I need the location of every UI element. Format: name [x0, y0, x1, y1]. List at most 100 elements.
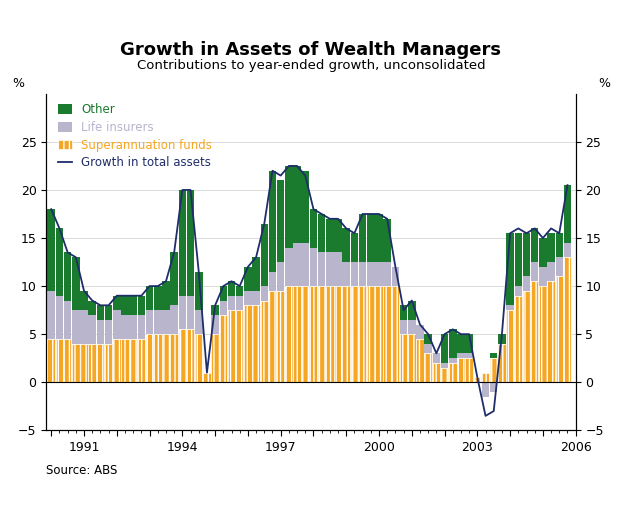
Bar	[121, 315, 129, 339]
Bar	[137, 296, 145, 315]
Bar	[473, 377, 481, 382]
Bar	[318, 214, 325, 252]
Bar	[261, 224, 268, 286]
Bar	[531, 281, 539, 382]
Bar	[64, 339, 72, 382]
Bar	[310, 286, 317, 382]
Bar	[277, 262, 284, 291]
Bar	[129, 296, 137, 315]
Bar	[375, 262, 383, 286]
Bar	[88, 301, 96, 315]
Bar	[236, 296, 243, 310]
Bar	[482, 373, 490, 382]
Bar	[392, 267, 399, 286]
Bar	[514, 286, 522, 296]
Bar	[187, 296, 194, 330]
Bar	[343, 286, 350, 382]
Bar	[416, 339, 424, 382]
Bar	[343, 228, 350, 262]
Bar	[539, 286, 547, 382]
Bar	[564, 257, 571, 382]
Bar	[547, 281, 555, 382]
Bar	[64, 301, 72, 339]
Bar	[351, 233, 358, 262]
Bar	[269, 271, 276, 291]
Text: %: %	[598, 77, 610, 90]
Bar	[408, 320, 415, 334]
Bar	[310, 209, 317, 248]
Bar	[88, 344, 96, 382]
Bar	[244, 267, 252, 291]
Bar	[302, 171, 309, 243]
Bar	[80, 310, 88, 344]
Bar	[334, 252, 342, 286]
Bar	[220, 301, 227, 315]
Bar	[72, 344, 80, 382]
Bar	[400, 305, 407, 320]
Bar	[343, 262, 350, 286]
Bar	[129, 315, 137, 339]
Bar	[310, 248, 317, 286]
Bar	[47, 209, 55, 291]
Bar	[277, 291, 284, 382]
Bar	[457, 358, 465, 382]
Bar	[326, 219, 333, 252]
Bar	[490, 353, 498, 358]
Bar	[72, 257, 80, 310]
Bar	[318, 252, 325, 286]
Bar	[80, 291, 88, 310]
Bar	[432, 363, 440, 382]
Bar	[244, 305, 252, 382]
Bar	[465, 353, 473, 358]
Bar	[441, 363, 448, 368]
Bar	[220, 286, 227, 301]
Bar	[179, 190, 186, 296]
Bar	[211, 315, 219, 334]
Bar	[441, 368, 448, 382]
Bar	[261, 286, 268, 301]
Bar	[211, 334, 219, 382]
Bar	[253, 305, 260, 382]
Bar	[302, 286, 309, 382]
Bar	[482, 382, 490, 397]
Bar	[146, 310, 154, 334]
Bar	[367, 286, 374, 382]
Bar	[244, 291, 252, 305]
Bar	[277, 180, 284, 262]
Bar	[359, 214, 366, 262]
Text: Contributions to year-ended growth, unconsolidated: Contributions to year-ended growth, unco…	[137, 59, 485, 72]
Bar	[351, 286, 358, 382]
Bar	[506, 305, 514, 310]
Bar	[506, 310, 514, 382]
Bar	[113, 296, 121, 310]
Bar	[154, 334, 162, 382]
Text: %: %	[12, 77, 24, 90]
Bar	[408, 301, 415, 320]
Bar	[294, 243, 301, 286]
Bar	[383, 286, 391, 382]
Bar	[113, 339, 121, 382]
Bar	[416, 324, 424, 339]
Bar	[56, 339, 63, 382]
Bar	[465, 358, 473, 382]
Bar	[522, 291, 531, 382]
Bar	[392, 286, 399, 382]
Bar	[555, 257, 563, 277]
Bar	[449, 363, 457, 382]
Bar	[170, 252, 178, 305]
Bar	[56, 296, 63, 339]
Bar	[187, 190, 194, 296]
Bar	[162, 281, 170, 310]
Bar	[531, 262, 539, 281]
Bar	[400, 334, 407, 382]
Bar	[539, 267, 547, 286]
Bar	[211, 305, 219, 315]
Bar	[88, 315, 96, 344]
Bar	[105, 320, 113, 344]
Bar	[522, 233, 531, 277]
Bar	[318, 286, 325, 382]
Bar	[424, 344, 432, 353]
Bar	[261, 301, 268, 382]
Bar	[326, 252, 333, 286]
Bar	[228, 310, 235, 382]
